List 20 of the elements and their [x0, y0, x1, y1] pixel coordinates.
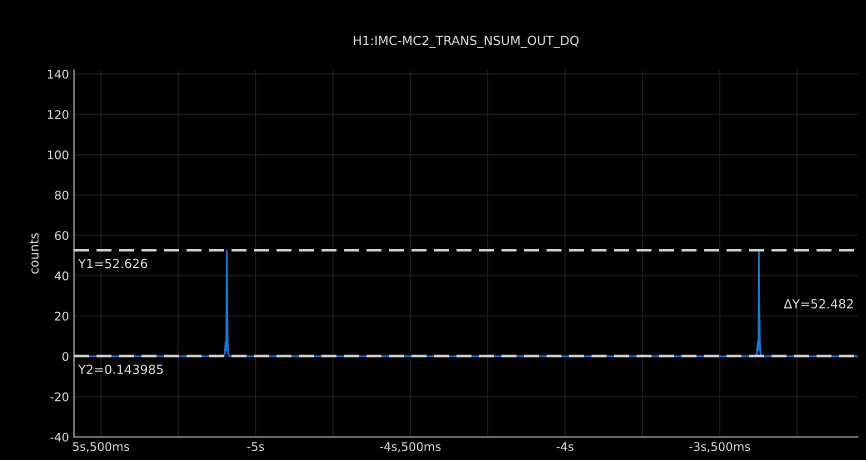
annotation: ΔY=52.482	[784, 299, 853, 309]
y-tick-label: -20	[50, 392, 68, 402]
ref-line-label: Y1=52.626	[78, 258, 148, 268]
y-tick-label: 20	[54, 312, 68, 321]
x-tick-label: -4s,500ms	[380, 442, 441, 452]
chart-title: H1:IMC-MC2_TRANS_NSUM_OUT_DQ	[354, 36, 579, 48]
y-tick-label: 40	[54, 271, 68, 280]
x-tick-label: -3s,500ms	[689, 442, 750, 452]
y-tick-label: 140	[48, 70, 68, 79]
x-tick-label: 5s,500ms	[73, 442, 130, 452]
ref-line-label: Y2=0.143985	[78, 364, 163, 374]
y-tick-label: 0	[62, 352, 68, 361]
y-axis-title: counts	[30, 233, 39, 274]
y-tick-label: 120	[48, 110, 68, 120]
y-tick-label: 60	[54, 231, 68, 240]
y-tick-label: 80	[54, 190, 68, 200]
y-tick-label: 100	[48, 150, 68, 160]
x-tick-label: -4s	[556, 442, 574, 451]
y-tick-label: -40	[50, 432, 68, 442]
x-tick-label: -5s	[247, 442, 264, 451]
